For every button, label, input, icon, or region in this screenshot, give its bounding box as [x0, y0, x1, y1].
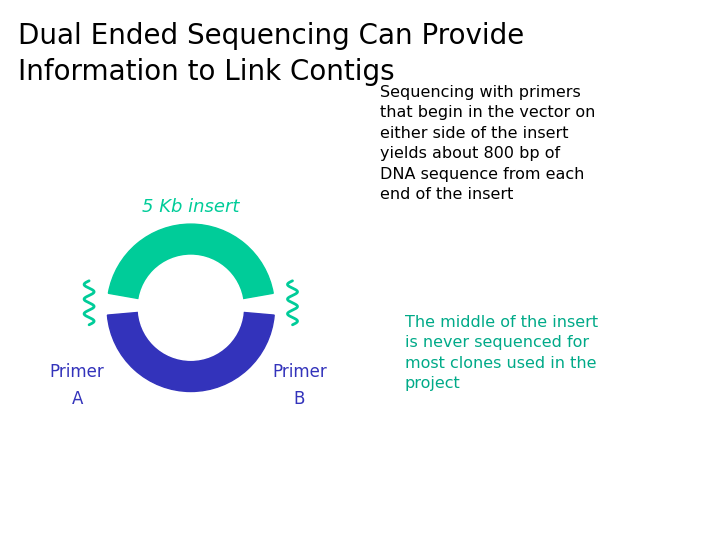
Text: 5 Kb insert: 5 Kb insert	[142, 198, 240, 216]
Wedge shape	[109, 224, 273, 299]
Text: Primer: Primer	[50, 363, 104, 381]
Text: A: A	[71, 390, 83, 408]
Wedge shape	[107, 313, 274, 392]
Text: Primer: Primer	[272, 363, 327, 381]
Text: The middle of the insert
is never sequenced for
most clones used in the
project: The middle of the insert is never sequen…	[405, 315, 598, 391]
Text: Information to Link Contigs: Information to Link Contigs	[18, 58, 395, 86]
Text: Dual Ended Sequencing Can Provide: Dual Ended Sequencing Can Provide	[18, 22, 524, 50]
Circle shape	[138, 255, 243, 360]
Text: Sequencing with primers
that begin in the vector on
either side of the insert
yi: Sequencing with primers that begin in th…	[380, 85, 595, 202]
Text: B: B	[294, 390, 305, 408]
